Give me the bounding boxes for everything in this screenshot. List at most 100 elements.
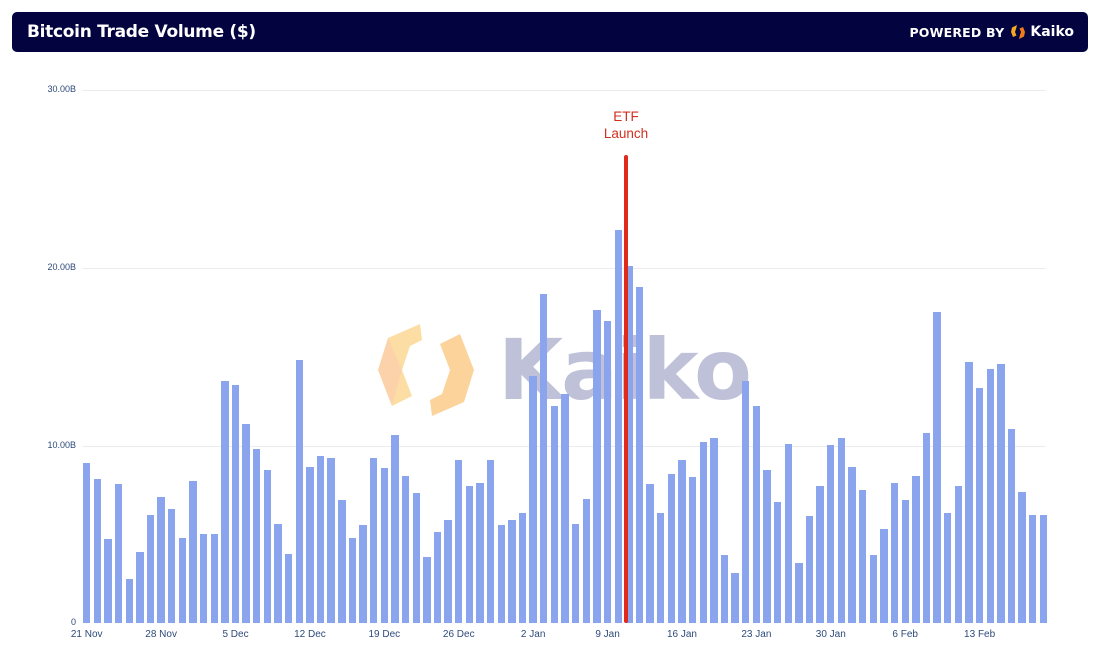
bar-15-feb — [997, 363, 1005, 623]
bar-6-jan — [571, 523, 580, 623]
bar-25-jan — [773, 502, 782, 623]
bar-3-dec — [210, 534, 218, 623]
chart-header: Bitcoin Trade Volume ($) POWERED BY Kaik… — [12, 12, 1088, 52]
x-tick-label: 6 Feb — [892, 629, 918, 640]
bar-22-nov — [93, 479, 102, 623]
x-tick-label: 12 Dec — [294, 629, 326, 640]
bar-29-dec — [486, 459, 495, 623]
bar-13-jan — [646, 484, 654, 623]
bar-4-dec — [221, 381, 229, 623]
bar-6-feb — [901, 500, 909, 623]
bar-25-nov — [125, 578, 133, 623]
bar-8-dec — [263, 470, 272, 623]
bar-1-jan — [518, 512, 527, 623]
x-tick-label: 26 Dec — [442, 629, 475, 640]
bar-16-dec — [348, 537, 357, 623]
bar-30-dec — [497, 525, 505, 623]
x-tick-label: 16 Jan — [666, 629, 697, 640]
bar-24-nov — [114, 484, 123, 623]
y-tick-label: 30.00B — [47, 84, 76, 94]
bar-25-dec — [444, 519, 452, 623]
bar-15-jan — [667, 473, 676, 623]
bar-5-jan — [561, 393, 569, 623]
bar-10-feb — [944, 512, 952, 623]
etf-label-line1: ETF — [613, 109, 639, 124]
bar-4-jan — [550, 406, 559, 623]
y-tick-label: 0 — [70, 617, 76, 627]
powered-by: POWERED BY Kaiko — [909, 24, 1074, 40]
bar-21-dec — [401, 475, 410, 623]
kaiko-watermark: Kaiko — [376, 320, 752, 420]
bar-14-feb — [986, 368, 994, 623]
bar-13-dec — [316, 455, 325, 623]
bar-17-dec — [359, 525, 367, 623]
bar-3-feb — [869, 555, 877, 623]
bar-9-jan — [603, 320, 612, 623]
bar-7-jan — [582, 498, 590, 623]
x-tick-label: 5 Dec — [222, 629, 249, 640]
bar-1-dec — [189, 480, 197, 623]
bar-6-dec — [242, 423, 250, 623]
etf-launch-label: ETF Launch — [604, 108, 648, 142]
chart-title: Bitcoin Trade Volume ($) — [27, 22, 256, 42]
bar-12-dec — [306, 466, 314, 623]
bar-21-nov — [83, 463, 91, 623]
bar-16-feb — [1007, 429, 1016, 623]
bar-29-jan — [816, 486, 824, 623]
bar-12-jan — [635, 287, 644, 623]
bar-30-jan — [827, 445, 835, 623]
bar-17-jan — [688, 477, 697, 623]
x-tick-label: 9 Jan — [595, 629, 620, 640]
bar-12-feb — [965, 361, 973, 623]
bar-27-dec — [465, 486, 474, 623]
gridline-30 — [82, 90, 1046, 91]
bar-9-dec — [274, 523, 282, 623]
gridline-20 — [82, 268, 1046, 269]
bar-28-nov — [157, 496, 165, 623]
bar-24-jan — [763, 470, 771, 623]
bar-16-jan — [678, 459, 686, 623]
bar-18-jan — [699, 441, 707, 623]
bar-23-dec — [423, 557, 431, 623]
bar-29-nov — [168, 509, 176, 623]
bar-10-jan — [614, 230, 622, 623]
etf-label-line2: Launch — [603, 126, 649, 141]
x-tick-label: 13 Feb — [964, 629, 996, 640]
bar-18-feb — [1029, 514, 1037, 623]
x-tick-label: 2 Jan — [520, 629, 546, 640]
bar-26-jan — [784, 443, 792, 623]
bar-17-feb — [1018, 491, 1026, 623]
bar-7-dec — [253, 448, 261, 623]
kaiko-logo-icon — [1011, 25, 1026, 39]
etf-launch-line — [624, 155, 628, 623]
y-tick-label: 20.00B — [47, 262, 76, 272]
bar-31-dec — [508, 519, 516, 623]
x-tick-label: 21 Nov — [70, 629, 103, 640]
bar-8-feb — [922, 432, 931, 623]
bar-24-dec — [433, 532, 442, 623]
bar-20-dec — [391, 434, 399, 623]
bar-23-jan — [752, 406, 761, 623]
bar-11-feb — [954, 486, 963, 623]
bar-15-dec — [338, 500, 346, 623]
kaiko-watermark-logo-icon — [378, 324, 474, 416]
bar-2-jan — [529, 376, 537, 623]
bar-7-feb — [912, 475, 920, 623]
bar-20-jan — [720, 555, 729, 623]
powered-by-label: POWERED BY — [909, 24, 1005, 40]
bar-28-jan — [805, 516, 814, 623]
bar-14-dec — [327, 457, 335, 623]
bar-19-dec — [380, 468, 389, 623]
bar-27-jan — [795, 562, 803, 623]
bar-11-jan — [625, 265, 633, 623]
bar-5-dec — [231, 384, 240, 623]
bar-23-nov — [104, 539, 112, 623]
bar-26-nov — [136, 551, 144, 623]
bar-2-dec — [199, 534, 208, 623]
x-tick-label: 23 Jan — [741, 629, 772, 640]
x-tick-label: 28 Nov — [145, 629, 177, 640]
bar-11-dec — [295, 360, 303, 623]
bar-9-feb — [933, 312, 941, 623]
bar-18-dec — [370, 457, 378, 623]
